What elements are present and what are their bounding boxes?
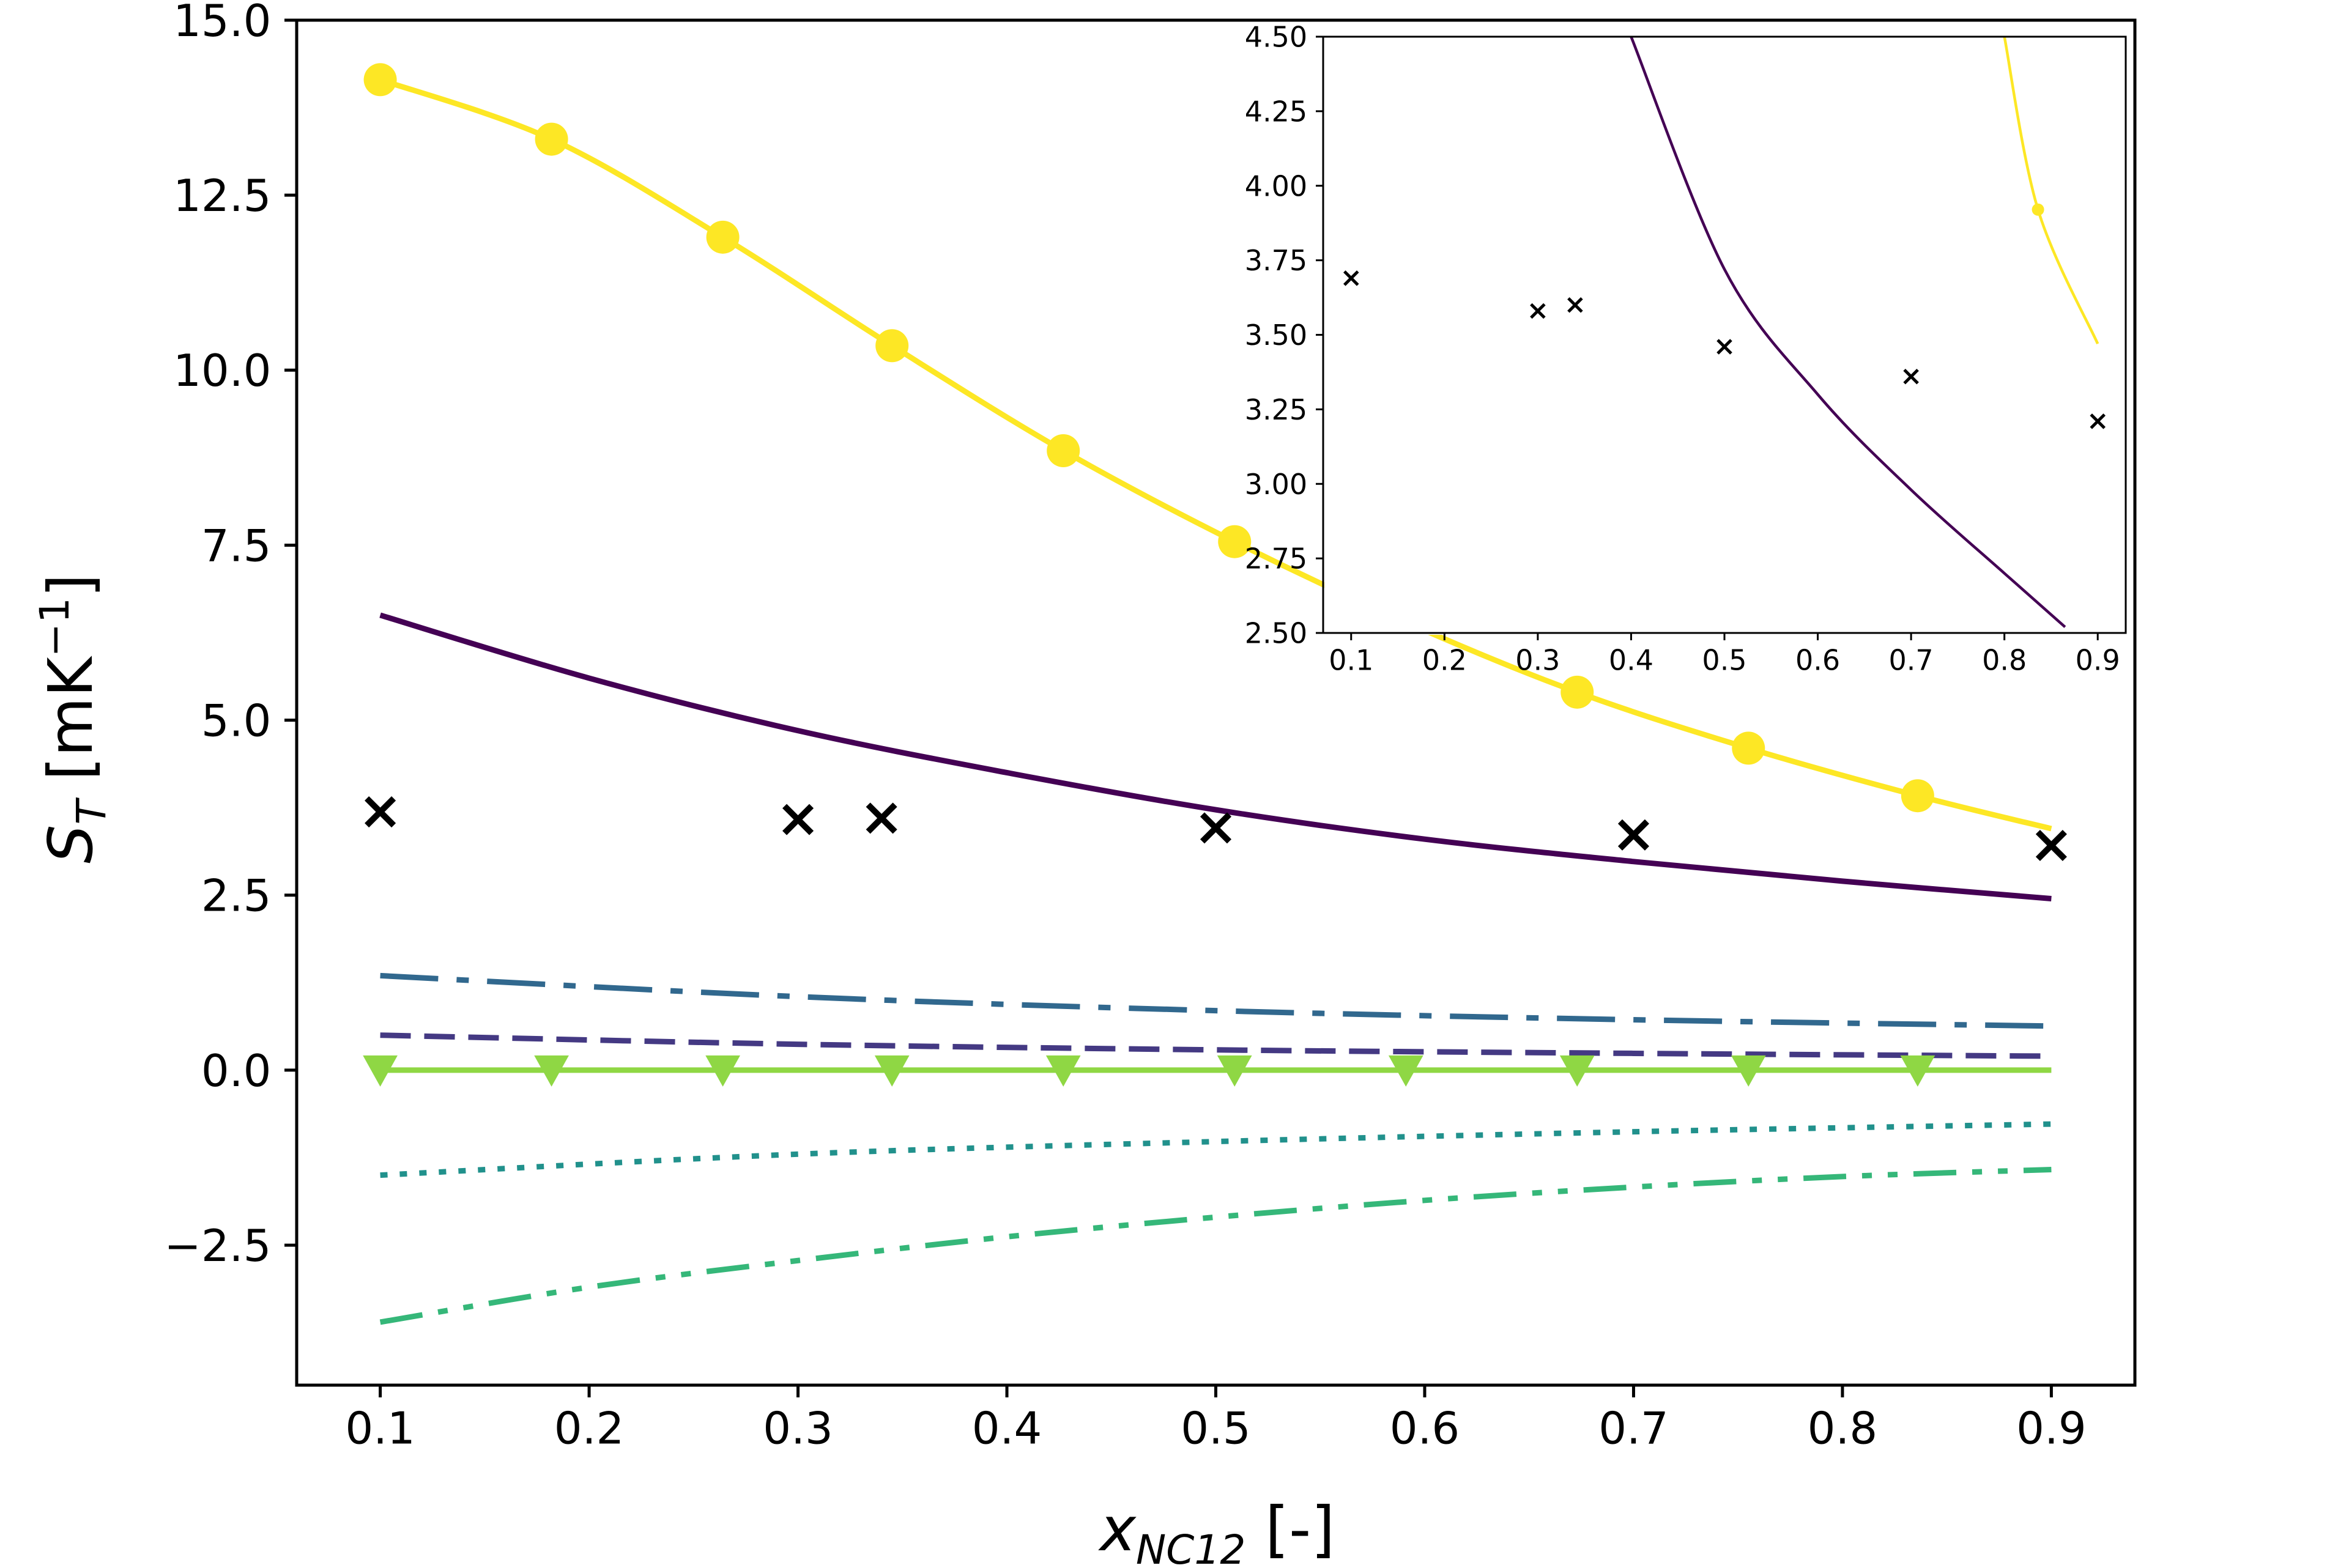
inset-series-3-point-4 xyxy=(1716,339,1732,355)
inset-y-tick-label-7: 3.00 xyxy=(1245,468,1307,501)
inset-y-tick-label-5: 3.50 xyxy=(1245,319,1307,352)
main-y-tick-label-4: 7.5 xyxy=(201,520,272,571)
inset-y-tick-label-3: 4.00 xyxy=(1245,169,1307,202)
inset-series-group xyxy=(1343,37,2106,628)
main-series-1-point-8 xyxy=(1732,731,1765,765)
main-y-tick-label-5: 5.0 xyxy=(201,695,272,747)
main-series-5-point-4 xyxy=(874,1055,910,1087)
main-series-8-point-3 xyxy=(866,802,897,834)
main-series-5-point-8 xyxy=(1559,1055,1595,1087)
main-series-5-point-5 xyxy=(1045,1055,1081,1087)
inset-y-tick-label-8: 2.75 xyxy=(1245,542,1307,575)
inset-series-3-point-5 xyxy=(1903,368,1919,385)
inset-x-tick-label-1: 0.1 xyxy=(1329,643,1373,676)
main-x-tick-label-3: 0.3 xyxy=(763,1403,833,1454)
inset-plot: 0.1 0.2 0.3 0.4 0.5 0.6 0.7 0.8 0.9 4.50 4.25 4.00 3… xyxy=(1245,21,2127,676)
inset-series-3-point-2 xyxy=(1530,303,1546,319)
main-series-1-point-3 xyxy=(706,220,740,254)
inset-x-tick-label-6: 0.6 xyxy=(1795,643,1840,676)
main-x-tick-label-2: 0.2 xyxy=(554,1403,625,1454)
main-y-tick-label-3: 10.0 xyxy=(173,345,271,396)
inset-y-tick-label-6: 3.25 xyxy=(1245,393,1307,426)
main-y-tick-label-1: 15.0 xyxy=(173,0,271,46)
main-series-8-point-6 xyxy=(2035,829,2067,862)
main-series-group xyxy=(363,63,2067,1325)
main-x-tick-label-1: 0.1 xyxy=(345,1403,415,1454)
inset-series-3-point-1 xyxy=(1343,270,1359,286)
main-series-1-point-4 xyxy=(875,329,909,363)
main-series-1-point-7 xyxy=(1560,675,1594,709)
main-plot: 0.1 0.2 0.3 0.4 0.5 0.6 0.7 0.8 0.9 15.0 12.5 10.0 7… xyxy=(165,0,2137,1454)
main-series-8-point-5 xyxy=(1617,819,1649,851)
main-series-5-point-1 xyxy=(363,1055,398,1087)
main-y-tick-label-8: −2.5 xyxy=(165,1220,272,1271)
main-x-tick-label-5: 0.5 xyxy=(1181,1403,1251,1454)
main-series-5-point-7 xyxy=(1388,1055,1423,1087)
main-x-tick-label-4: 0.4 xyxy=(972,1403,1042,1454)
inset-series-2-point-1 xyxy=(2032,203,2044,216)
main-series-1-point-5 xyxy=(1047,434,1080,467)
inset-background xyxy=(1324,35,2120,635)
main-y-tick-label-7: 0.0 xyxy=(201,1045,272,1096)
main-series-5-point-9 xyxy=(1731,1055,1766,1087)
main-series-1-point-2 xyxy=(535,122,568,156)
main-y-tick-label-2: 12.5 xyxy=(173,170,271,221)
inset-x-tick-label-7: 0.7 xyxy=(1889,643,1934,676)
main-x-tick-label-6: 0.6 xyxy=(1390,1403,1460,1454)
main-series-2-line xyxy=(379,612,2052,901)
inset-series-1-line xyxy=(1630,37,2066,628)
main-x-tick-label-8: 0.8 xyxy=(1808,1403,1878,1454)
y-axis-title: ST [mK−1] xyxy=(31,574,115,864)
main-series-5-point-3 xyxy=(705,1055,740,1087)
main-series-5-point-10 xyxy=(1900,1055,1935,1087)
main-series-3-line xyxy=(380,972,2052,1029)
main-x-tick-label-9: 0.9 xyxy=(2016,1403,2087,1454)
main-series-5-point-6 xyxy=(1217,1055,1252,1087)
inset-x-tick-label-4: 0.4 xyxy=(1609,643,1653,676)
inset-series-3-point-6 xyxy=(2090,413,2106,429)
main-series-4-line xyxy=(380,1032,2052,1059)
main-x-tick-label-7: 0.7 xyxy=(1598,1403,1669,1454)
main-series-8-point-1 xyxy=(365,796,396,828)
inset-x-tick-label-2: 0.2 xyxy=(1422,643,1467,676)
inset-x-tick-label-3: 0.3 xyxy=(1515,643,1560,676)
main-series-1-point-1 xyxy=(363,63,397,97)
inset-x-tick-label-5: 0.5 xyxy=(1702,643,1746,676)
inset-x-tick-label-8: 0.8 xyxy=(1982,643,2027,676)
inset-y-tick-label-9: 2.50 xyxy=(1245,617,1307,650)
main-y-tick-label-6: 2.5 xyxy=(201,870,272,922)
inset-series-3-point-3 xyxy=(1567,297,1583,313)
main-series-5-point-2 xyxy=(534,1055,569,1087)
inset-y-tick-label-4: 3.75 xyxy=(1245,244,1307,277)
main-series-1-point-6 xyxy=(1218,525,1252,558)
inset-y-tick-label-2: 4.25 xyxy=(1245,95,1307,128)
inset-y-tick-label-1: 4.50 xyxy=(1245,21,1307,54)
inset-x-tick-label-9: 0.9 xyxy=(2076,643,2120,676)
main-series-8-point-4 xyxy=(1200,812,1232,844)
main-series-8-point-2 xyxy=(782,804,814,835)
x-axis-title: xNC12 [-] xyxy=(1098,1493,1335,1568)
main-series-1-point-9 xyxy=(1901,779,1934,813)
